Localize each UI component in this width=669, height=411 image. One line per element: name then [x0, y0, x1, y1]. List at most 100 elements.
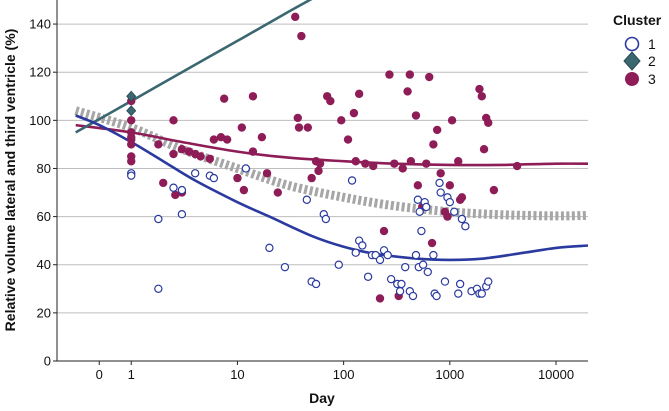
point-cluster-3: [337, 116, 346, 125]
point-cluster-1: [432, 291, 441, 301]
y-axis-ticks: 0 20 40 60 80 100 120 140: [29, 17, 57, 369]
point-cluster-3: [314, 166, 323, 176]
point-cluster-1: [321, 214, 331, 224]
point-cluster-3: [379, 226, 389, 236]
point-cluster-3: [248, 147, 258, 156]
x-tick-label: 1000: [435, 367, 464, 382]
point-cluster-1: [395, 287, 405, 296]
y-tick-label: 120: [29, 65, 51, 80]
point-cluster-3: [257, 132, 267, 142]
point-cluster-1: [415, 207, 424, 216]
point-cluster-1: [429, 250, 438, 260]
y-tick-label: 40: [37, 257, 51, 272]
legend-marker-cluster-3: [625, 72, 639, 86]
point-cluster-1: [423, 267, 432, 277]
point-cluster-3: [315, 159, 325, 168]
x-axis-ticks: 0 1 10 100 1000 10000: [96, 361, 574, 382]
point-cluster-3: [475, 84, 484, 94]
point-cluster-1: [401, 262, 410, 272]
point-cluster-3: [273, 188, 283, 197]
point-cluster-3: [248, 92, 258, 101]
point-cluster-3: [457, 193, 467, 202]
point-cluster-3: [447, 116, 457, 125]
point-cluster-3: [154, 140, 163, 149]
x-tick-label: 10: [230, 367, 244, 382]
point-cluster-3: [477, 92, 486, 101]
x-tick-label: 10000: [538, 367, 574, 382]
point-cluster-3: [375, 294, 385, 303]
point-cluster-3: [406, 157, 416, 166]
point-cluster-1: [383, 250, 392, 260]
legend-label-cluster-2: 2: [648, 53, 656, 69]
point-cluster-1: [386, 274, 396, 284]
point-cluster-3: [425, 72, 434, 82]
y-tick-label: 20: [37, 305, 51, 320]
point-cluster-3: [294, 123, 304, 132]
point-cluster-3: [354, 89, 364, 99]
point-cluster-1: [445, 197, 455, 207]
point-cluster-3: [489, 185, 499, 195]
point-cluster-3: [411, 111, 421, 120]
point-cluster-2: [126, 105, 137, 117]
point-cluster-3: [237, 123, 247, 132]
point-cluster-3: [233, 173, 242, 183]
point-cluster-3: [427, 238, 437, 248]
point-cluster-1: [457, 214, 467, 224]
point-cluster-3: [349, 108, 359, 118]
plot-background: [57, 0, 588, 361]
x-tick-label: 100: [333, 367, 355, 382]
point-cluster-3: [205, 154, 215, 164]
point-cluster-3: [405, 70, 415, 79]
point-cluster-3: [398, 164, 407, 173]
y-tick-label: 140: [29, 17, 51, 32]
legend-marker-cluster-1: [624, 36, 640, 52]
point-cluster-3: [127, 116, 136, 125]
point-cluster-1: [397, 279, 406, 289]
point-cluster-1: [177, 185, 187, 195]
point-cluster-3: [297, 31, 306, 41]
data-points: [126, 12, 522, 303]
point-cluster-1: [347, 176, 357, 185]
point-cluster-1: [241, 164, 251, 173]
point-cluster-1: [477, 289, 486, 298]
point-cluster-1: [418, 260, 428, 269]
point-cluster-3: [432, 125, 442, 135]
point-cluster-2: [126, 90, 137, 102]
overall-fit-line: [74, 106, 588, 221]
point-cluster-3: [222, 135, 232, 144]
point-cluster-3: [127, 140, 136, 149]
point-cluster-1: [436, 188, 445, 197]
point-cluster-1: [454, 289, 463, 298]
point-cluster-3: [390, 159, 399, 168]
point-cluster-3: [291, 12, 300, 22]
point-cluster-3: [262, 169, 272, 178]
point-cluster-1: [351, 248, 360, 257]
point-cluster-3: [361, 159, 370, 168]
point-cluster-3: [177, 145, 187, 154]
point-cluster-3: [307, 173, 316, 183]
legend-label-cluster-3: 3: [648, 71, 656, 87]
point-cluster-3: [369, 161, 378, 171]
point-cluster-1: [422, 202, 431, 212]
point-cluster-3: [429, 140, 438, 149]
point-cluster-1: [375, 255, 385, 265]
point-cluster-3: [219, 94, 229, 103]
point-cluster-1: [363, 272, 373, 281]
point-cluster-1: [265, 243, 274, 253]
point-cluster-1: [413, 195, 423, 204]
legend: Cluster 1 2 3: [613, 12, 662, 87]
point-cluster-3: [303, 123, 313, 132]
point-cluster-1: [411, 250, 421, 260]
y-tick-label: 80: [37, 161, 51, 176]
point-cluster-3: [479, 145, 489, 154]
point-cluster-3: [512, 161, 522, 171]
point-cluster-3: [422, 159, 431, 168]
point-cluster-1: [209, 173, 219, 183]
point-cluster-3: [403, 87, 412, 96]
point-cluster-1: [154, 214, 163, 224]
legend-label-cluster-1: 1: [648, 36, 656, 52]
point-cluster-1: [190, 169, 200, 178]
point-cluster-3: [239, 185, 249, 195]
point-cluster-3: [169, 116, 178, 125]
point-cluster-3: [343, 135, 353, 144]
